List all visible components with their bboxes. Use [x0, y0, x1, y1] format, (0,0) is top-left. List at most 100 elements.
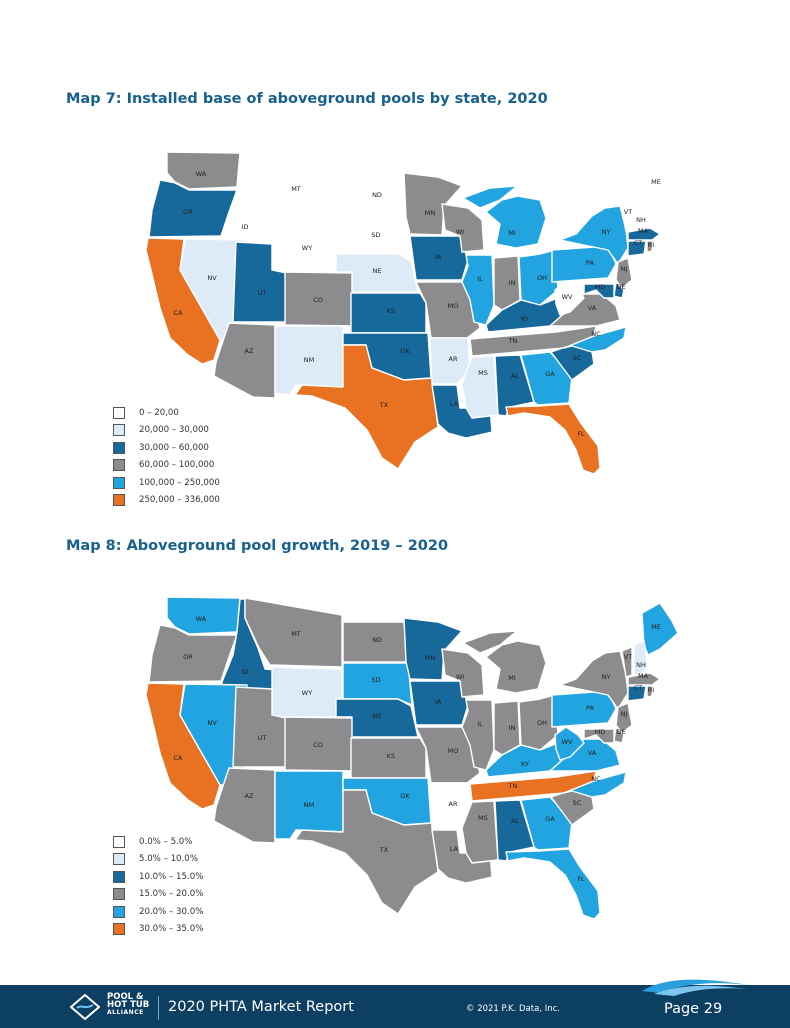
map8-choropleth: WA OR CA ID NV MT WY UT AZ CO NM ND SD NE KS OK TX MN IA MO…	[145, 596, 679, 920]
map7-state-nj	[615, 257, 633, 289]
map7-state-fl	[505, 403, 601, 475]
map8-state-pa	[551, 690, 617, 728]
map7-label-sd: SD	[371, 231, 380, 239]
map7-legend-swatch	[113, 494, 125, 507]
map7-legend-label: 250,000 – 336,000	[139, 495, 220, 506]
map7-label-co: CO	[313, 296, 323, 304]
map7-label-ne: NE	[373, 267, 382, 275]
map7-label-ct: CT	[634, 239, 643, 247]
map8-label-or: OR	[183, 653, 193, 661]
map8-label-nd: ND	[372, 636, 382, 644]
map8-state-nj	[615, 702, 633, 734]
map8-label-ar: AR	[449, 800, 458, 808]
map8-label-mi: MI	[508, 674, 516, 682]
map7-legend-label: 20,000 – 30,000	[139, 425, 209, 436]
wave-decoration-icon	[642, 979, 748, 996]
map8-label-ms: MS	[478, 814, 488, 822]
map7-label-mn: MN	[425, 209, 436, 217]
map7-label-wa: WA	[196, 170, 207, 178]
map8-state-tx	[294, 789, 439, 915]
map8-legend-swatch	[113, 923, 125, 936]
map7-state-ms	[461, 355, 499, 419]
map7-state-ma	[627, 227, 661, 241]
map8-label-wy: WY	[302, 689, 312, 697]
map7-state-nh	[633, 195, 649, 231]
map7-label-ar: AR	[449, 355, 458, 363]
map7-state-vt	[621, 201, 633, 233]
map8-legend-label: 0.0% – 5.0%	[139, 836, 193, 847]
map8-legend-item: 20.0% – 30.0%	[113, 903, 203, 921]
map8-state-mn	[403, 617, 463, 681]
map7-label-oh: OH	[537, 274, 547, 282]
map8-state-mt	[244, 597, 343, 668]
map8-state-ga	[520, 796, 573, 851]
map8-label-sd: SD	[371, 676, 380, 684]
map7-legend-label: 0 – 20,00	[139, 407, 179, 418]
map7-label-fl: FL	[577, 430, 585, 438]
map8-label-il: IL	[477, 720, 483, 728]
map7-legend-swatch	[113, 406, 125, 419]
map7-title: Map 7: Installed base of aboveground poo…	[66, 91, 548, 107]
map7-state-nm	[274, 325, 344, 395]
map8-legend-item: 10.0% – 15.0%	[113, 868, 203, 886]
map8-state-az	[213, 767, 276, 844]
map7-legend-item: 100,000 – 250,000	[113, 474, 220, 492]
map7-state-il	[461, 254, 495, 326]
logo-line-1: POOL &	[107, 992, 144, 1002]
map7-legend: 0 – 20,00 20,000 – 30,000 30,000 – 60,000 6…	[113, 404, 220, 509]
map7-legend-label: 30,000 – 60,000	[139, 442, 209, 453]
map7-label-ms: MS	[478, 369, 488, 377]
map7-legend-swatch	[113, 441, 125, 454]
map8-state-ms	[461, 800, 499, 864]
map8-state-wa	[166, 596, 241, 635]
map8-state-ks	[350, 737, 427, 779]
map7-state-la	[431, 384, 493, 439]
map7-label-nj: NJ	[621, 265, 628, 273]
map8-legend-label: 10.0% – 15.0%	[139, 871, 204, 882]
map7-legend-swatch	[113, 424, 125, 437]
map8-label-wi: WI	[456, 673, 464, 681]
map7-label-az: AZ	[245, 347, 254, 355]
map8-state-la	[431, 829, 493, 884]
map7-legend-swatch	[113, 459, 125, 472]
map7-legend-item: 60,000 – 100,000	[113, 457, 220, 475]
map8-label-ri: RI	[648, 686, 655, 694]
map8-label-fl: FL	[577, 875, 585, 883]
map8-legend-item: 0.0% – 5.0%	[113, 833, 203, 851]
map8-label-wa: WA	[196, 615, 207, 623]
map8-label-sc: SC	[573, 799, 582, 807]
map7-state-ia	[409, 235, 469, 281]
map8-legend-swatch	[113, 888, 125, 901]
map7-state-ne	[335, 253, 419, 293]
map8-label-ny: NY	[602, 673, 611, 681]
map7-state-nc	[563, 326, 627, 353]
phta-logo-text: POOL & HOT TUB ALLIANCE	[107, 992, 149, 1017]
page-number: Page 29	[664, 1001, 723, 1017]
map7-label-ma: MA	[638, 227, 649, 235]
map8-state-ne	[335, 698, 419, 738]
map8-label-ma: MA	[638, 672, 649, 680]
map8-state-nm	[274, 770, 344, 840]
map7-label-sc: SC	[573, 354, 582, 362]
map8-legend-label: 20.0% – 30.0%	[139, 906, 204, 917]
map7-state-ar	[429, 337, 471, 385]
map8-label-id: ID	[242, 668, 249, 676]
footer-divider	[158, 996, 159, 1020]
map7-state-or	[148, 179, 238, 238]
map7-state-ri	[646, 240, 654, 253]
map7-label-de: DE	[616, 283, 625, 291]
map7-label-nh: NH	[636, 216, 646, 224]
map7-label-mt: MT	[291, 185, 301, 193]
map8-label-al: AL	[511, 817, 519, 825]
map7-label-il: IL	[477, 275, 483, 283]
map8-state-wi	[441, 648, 485, 698]
logo-line-3: ALLIANCE	[107, 1009, 144, 1016]
map7-state-wa	[166, 151, 241, 190]
map8-state-or	[148, 624, 238, 683]
map7-label-nv: NV	[207, 274, 217, 282]
map7-label-in: IN	[509, 279, 516, 287]
map7-label-nc: NC	[591, 330, 601, 338]
map8-label-wv: WV	[562, 738, 573, 746]
map8-label-in: IN	[509, 724, 516, 732]
map7-label-ny: NY	[602, 228, 611, 236]
